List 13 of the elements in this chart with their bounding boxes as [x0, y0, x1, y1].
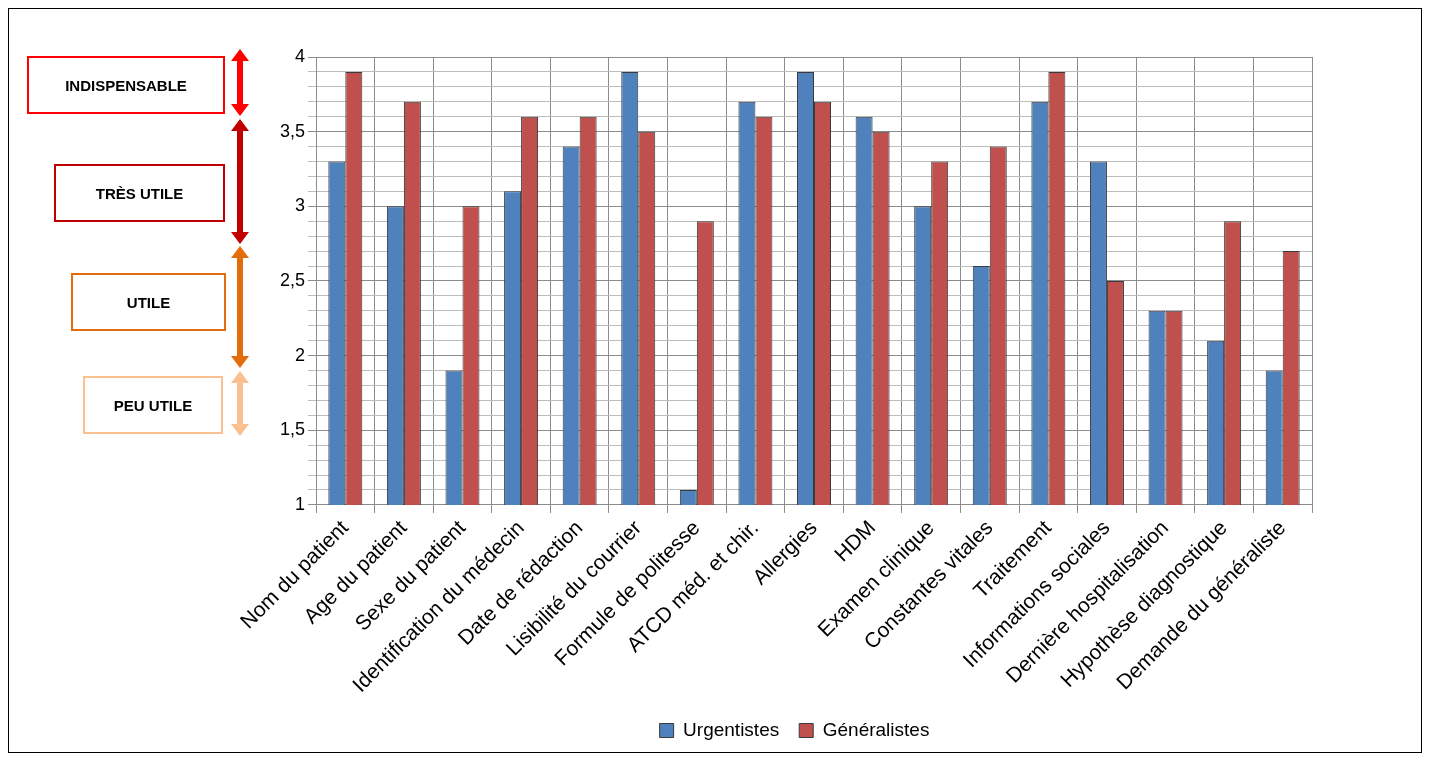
text: UTILE: [71, 273, 226, 331]
text: TRÈS UTILE: [54, 164, 225, 222]
legend-label: Généralistes: [822, 718, 930, 740]
text: INDISPENSABLE: [27, 56, 225, 114]
text: PEU UTILE: [83, 376, 223, 434]
y-tick-label: 1,5: [279, 419, 306, 440]
y-tick-label: 2,5: [279, 269, 306, 290]
y-tick-label: 3,5: [279, 120, 306, 141]
y-tick-label: 4: [295, 45, 306, 66]
y-tick-label: 2: [295, 344, 306, 365]
legend-label: Urgentistes: [683, 718, 780, 740]
y-tick-label: 3: [295, 195, 306, 216]
y-tick-label: 1: [295, 493, 306, 514]
